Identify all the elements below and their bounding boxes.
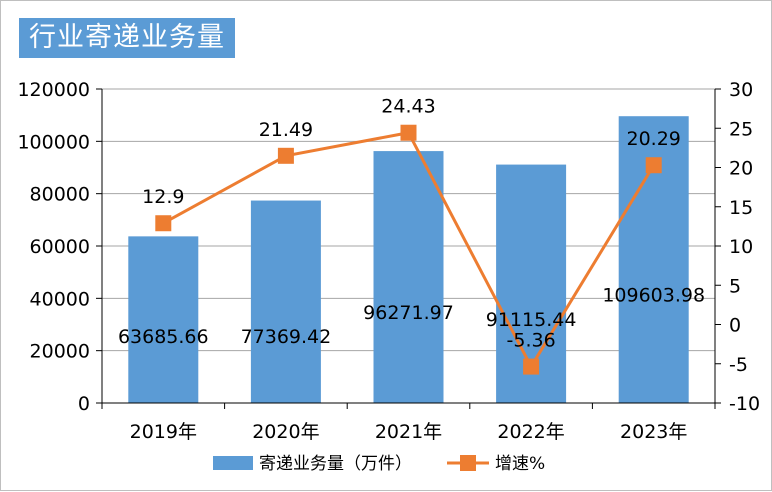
bar [128, 236, 199, 403]
line-marker [277, 147, 294, 164]
bar-value-label: 63685.66 [118, 326, 209, 348]
right-axis-tick-label: 10 [729, 236, 753, 258]
bar-value-label: 91115.44 [486, 309, 577, 331]
bar-value-label: 77369.42 [241, 326, 332, 348]
right-axis-tick-label: 5 [729, 275, 741, 297]
x-axis-tick-label: 2020年 [252, 421, 319, 443]
line-value-label: -5.36 [507, 330, 556, 352]
x-axis-tick-label: 2021年 [375, 421, 442, 443]
bar-series [128, 116, 689, 404]
line-value-label: 20.29 [626, 128, 680, 150]
x-axis-tick-label: 2019年 [130, 421, 197, 443]
left-axis-tick-label: 80000 [30, 184, 90, 206]
bar [250, 200, 321, 403]
right-axis-tick-label: 0 [729, 315, 741, 337]
line-series [155, 124, 662, 375]
right-axis-tick-label: 30 [729, 79, 753, 101]
line-value-label: 21.49 [259, 119, 313, 141]
left-axis-tick-label: 120000 [17, 79, 90, 101]
right-axis-tick-label: -10 [729, 393, 760, 415]
line-value-label: 24.43 [381, 96, 435, 118]
left-axis-tick-label: 100000 [17, 131, 90, 153]
axes: 0 20000 40000 60000 80000 100000 120000 -10 -5 0 5… [17, 79, 760, 443]
data-labels: 63685.66 77369.42 96271.97 91115.44 109603.9… [118, 96, 705, 352]
right-axis-tick-label: -5 [729, 354, 748, 376]
legend: 寄递业务量（万件） 增速% [213, 454, 545, 474]
bar-value-label: 109603.98 [602, 285, 705, 307]
x-axis-tick-label: 2022年 [497, 421, 564, 443]
legend-bar-swatch [213, 456, 253, 470]
left-axis-tick-label: 20000 [30, 341, 90, 363]
bar [373, 151, 444, 403]
left-axis-tick-label: 60000 [30, 236, 90, 258]
line-marker [155, 215, 172, 232]
line-marker [400, 124, 417, 141]
left-axis-tick-label: 0 [78, 393, 90, 415]
bar-value-label: 96271.97 [363, 302, 454, 324]
left-axis-tick-label: 40000 [30, 288, 90, 310]
legend-line-marker [460, 455, 476, 471]
legend-line-label: 增速% [495, 454, 545, 474]
chart-title: 行业寄递业务量 [19, 18, 235, 58]
legend-bar-label: 寄递业务量（万件） [259, 454, 412, 474]
line-marker [523, 358, 540, 375]
right-axis-tick-label: 20 [729, 158, 753, 180]
x-axis-tick-label: 2023年 [620, 421, 687, 443]
line-marker [645, 157, 662, 174]
right-axis-tick-label: 15 [729, 197, 753, 219]
line-value-label: 12.9 [142, 186, 184, 208]
right-axis-tick-label: 25 [729, 118, 753, 140]
